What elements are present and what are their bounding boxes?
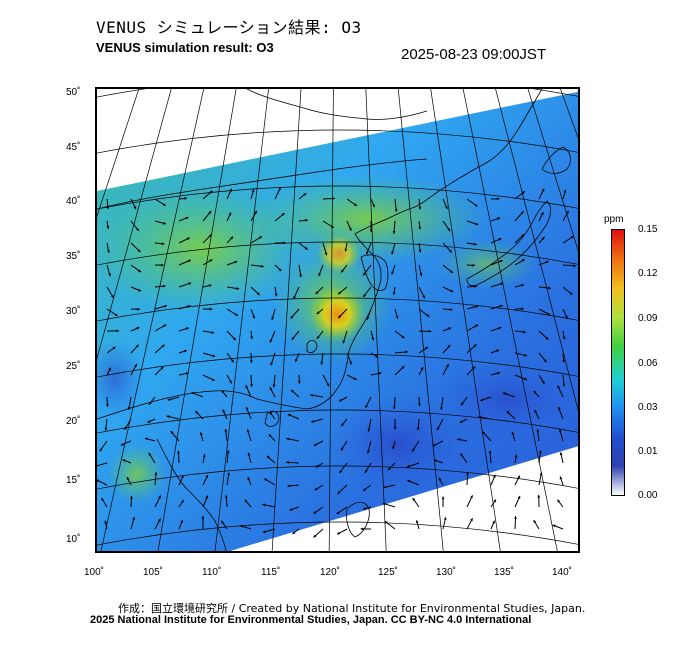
colorbar-label-0.06: 0.06 <box>638 358 658 369</box>
colorbar-label-0.01: 0.01 <box>638 446 658 457</box>
wind-vectors <box>97 187 576 538</box>
lon-tick-110: 110˚ <box>202 567 222 578</box>
lon-tick-130: 130˚ <box>436 567 457 578</box>
title-english: VENUS simulation result: O3 <box>96 40 274 55</box>
colorbar-label-0.12: 0.12 <box>638 268 658 279</box>
colorbar <box>611 229 625 496</box>
colorbar-label-0.15: 0.15 <box>638 224 658 235</box>
colorbar-unit: ppm <box>604 214 624 225</box>
timestamp: 2025-08-23 09:00JST <box>401 46 547 63</box>
lat-tick-50: 50˚ <box>66 87 81 98</box>
title-japanese: VENUS シミュレーション結果: O3 <box>96 18 362 37</box>
lat-tick-30: 30˚ <box>66 306 81 317</box>
lon-tick-140: 140˚ <box>552 567 573 578</box>
lat-tick-25: 25˚ <box>66 361 81 372</box>
copyright-line: 2025 National Institute for Environmenta… <box>90 614 532 626</box>
lat-tick-20: 20˚ <box>66 416 81 427</box>
map-canvas <box>97 89 578 551</box>
lat-tick-10: 10˚ <box>66 534 81 545</box>
lon-tick-125: 125˚ <box>378 567 399 578</box>
lat-tick-40: 40˚ <box>66 196 81 207</box>
coastlines <box>97 89 571 551</box>
lon-tick-115: 115˚ <box>261 567 281 578</box>
lon-tick-120: 120˚ <box>320 567 341 578</box>
lat-tick-15: 15˚ <box>66 475 81 486</box>
credit-line: 作成：国立環境研究所 / Created by National Institu… <box>118 602 586 615</box>
map-panel <box>95 87 580 553</box>
colorbar-label-0.09: 0.09 <box>638 313 658 324</box>
lon-tick-100: 100˚ <box>84 567 105 578</box>
lat-tick-45: 45˚ <box>66 142 81 153</box>
colorbar-label-0.00: 0.00 <box>638 490 658 501</box>
lon-tick-105: 105˚ <box>143 567 164 578</box>
lon-tick-135: 135˚ <box>494 567 515 578</box>
colorbar-label-0.03: 0.03 <box>638 402 658 413</box>
lat-tick-35: 35˚ <box>66 251 81 262</box>
